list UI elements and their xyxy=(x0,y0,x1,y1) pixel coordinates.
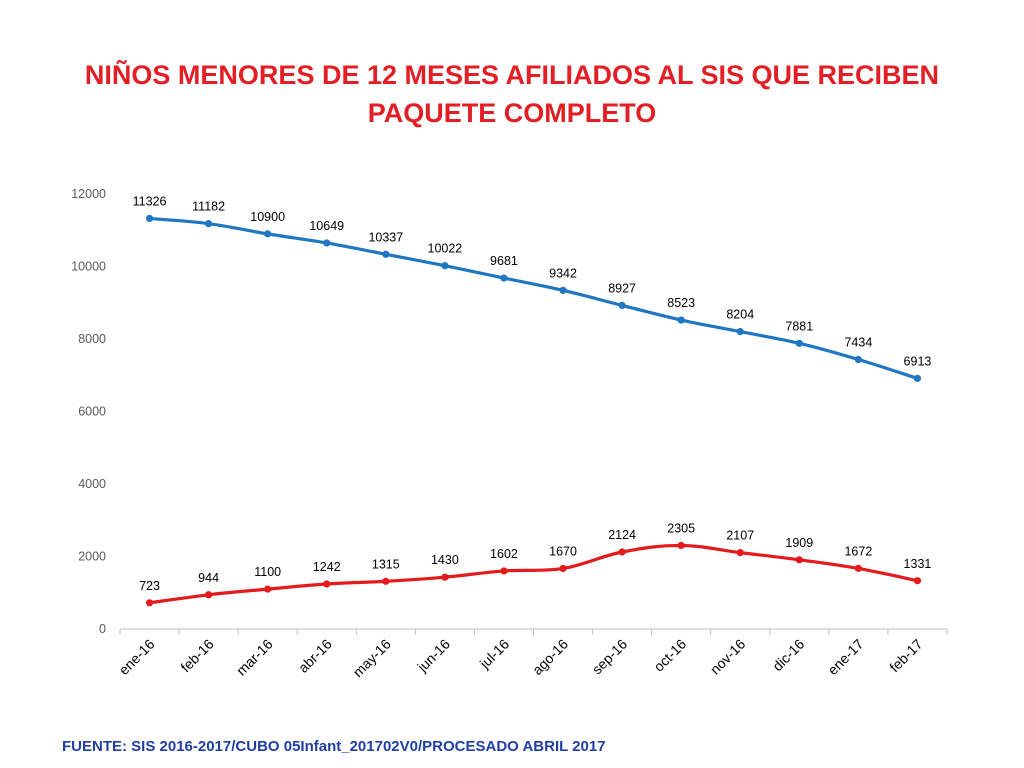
data-point xyxy=(913,577,922,585)
series-line-1 xyxy=(149,216,918,380)
data-label: 1670 xyxy=(549,544,577,558)
data-point xyxy=(854,564,862,572)
x-tick-label: jul-16 xyxy=(476,636,512,672)
data-point xyxy=(145,214,154,223)
data-point xyxy=(441,262,449,270)
x-tick-label: dic-16 xyxy=(769,636,807,674)
data-label: 9681 xyxy=(490,254,518,268)
data-point xyxy=(736,549,744,557)
data-label: 1430 xyxy=(431,553,459,567)
data-point xyxy=(145,599,154,607)
data-label: 7881 xyxy=(785,319,813,333)
data-label: 8204 xyxy=(726,308,754,322)
y-tick-label: 12000 xyxy=(71,187,106,201)
data-point xyxy=(264,230,272,238)
data-label: 10900 xyxy=(250,210,285,224)
chart-title-line-1: NIÑOS MENORES DE 12 MESES AFILIADOS AL S… xyxy=(84,60,940,90)
data-point xyxy=(323,239,331,247)
y-tick-label: 2000 xyxy=(78,550,106,564)
data-label: 11182 xyxy=(192,200,225,214)
x-tick-label: oct-16 xyxy=(650,636,689,675)
x-tick-label: may-16 xyxy=(350,636,394,680)
data-point xyxy=(205,591,213,599)
data-label: 10022 xyxy=(428,242,463,256)
x-tick-label: jun-16 xyxy=(413,636,453,676)
data-point xyxy=(854,355,862,364)
data-label: 1315 xyxy=(372,557,400,571)
x-tick-label: feb-17 xyxy=(886,636,926,676)
x-tick-label: nov-16 xyxy=(707,636,749,678)
data-label: 8523 xyxy=(667,296,695,310)
data-label: 1672 xyxy=(844,544,872,558)
data-label: 1100 xyxy=(254,565,281,579)
x-tick-label: sep-16 xyxy=(589,636,631,678)
data-point xyxy=(618,548,626,556)
data-point xyxy=(382,577,390,585)
chart-series xyxy=(145,214,922,607)
data-label: 723 xyxy=(139,579,160,593)
x-tick-label: abr-16 xyxy=(295,636,335,676)
data-label: 1331 xyxy=(904,557,932,571)
y-tick-label: 8000 xyxy=(78,332,106,346)
data-point xyxy=(264,585,272,593)
data-label: 11326 xyxy=(133,194,167,208)
data-point xyxy=(559,564,567,573)
data-label: 2305 xyxy=(667,521,695,535)
x-tick-label: ene-17 xyxy=(824,636,866,678)
chart-title: NIÑOS MENORES DE 12 MESES AFILIADOS AL S… xyxy=(40,56,984,132)
x-tick-label: ago-16 xyxy=(529,636,571,678)
data-label: 944 xyxy=(198,571,219,585)
data-label: 9342 xyxy=(549,266,577,280)
data-label: 2107 xyxy=(726,529,754,543)
chart-title-line-2: PAQUETE COMPLETO xyxy=(367,98,657,128)
data-point xyxy=(382,250,390,258)
data-point xyxy=(500,274,508,282)
data-label: 7434 xyxy=(844,336,872,350)
data-label: 8927 xyxy=(608,281,636,295)
data-point xyxy=(795,556,803,564)
series-line-2 xyxy=(149,543,918,605)
data-label: 10649 xyxy=(309,219,344,233)
data-point xyxy=(677,541,685,550)
data-point xyxy=(677,316,685,324)
chart-data-labels: 11326 11182 10900 10649 10337 10022 9681 9342 89… xyxy=(133,194,932,592)
x-tick-label: ene-16 xyxy=(116,636,158,678)
data-point xyxy=(913,374,922,383)
data-label: 1602 xyxy=(490,547,518,561)
data-label: 1242 xyxy=(313,560,341,574)
data-point xyxy=(500,567,508,575)
source-note: FUENTE: SIS 2016-2017/CUBO 05Infant_2017… xyxy=(62,738,606,755)
x-tick-label: feb-16 xyxy=(177,636,217,676)
data-point xyxy=(618,301,626,309)
data-point xyxy=(323,580,331,588)
y-tick-label: 0 xyxy=(99,622,106,636)
y-tick-label: 6000 xyxy=(78,405,106,419)
data-point xyxy=(795,339,803,347)
data-label: 1909 xyxy=(785,536,813,550)
data-point xyxy=(736,328,744,336)
x-tick-label: mar-16 xyxy=(233,636,276,679)
data-label: 10337 xyxy=(368,230,403,244)
data-label: 6913 xyxy=(904,354,932,368)
y-tick-label: 4000 xyxy=(78,477,106,491)
data-point xyxy=(559,286,567,294)
data-point xyxy=(205,220,213,228)
y-tick-label: 10000 xyxy=(71,260,106,274)
data-label: 2124 xyxy=(608,528,636,542)
data-point xyxy=(441,573,449,581)
